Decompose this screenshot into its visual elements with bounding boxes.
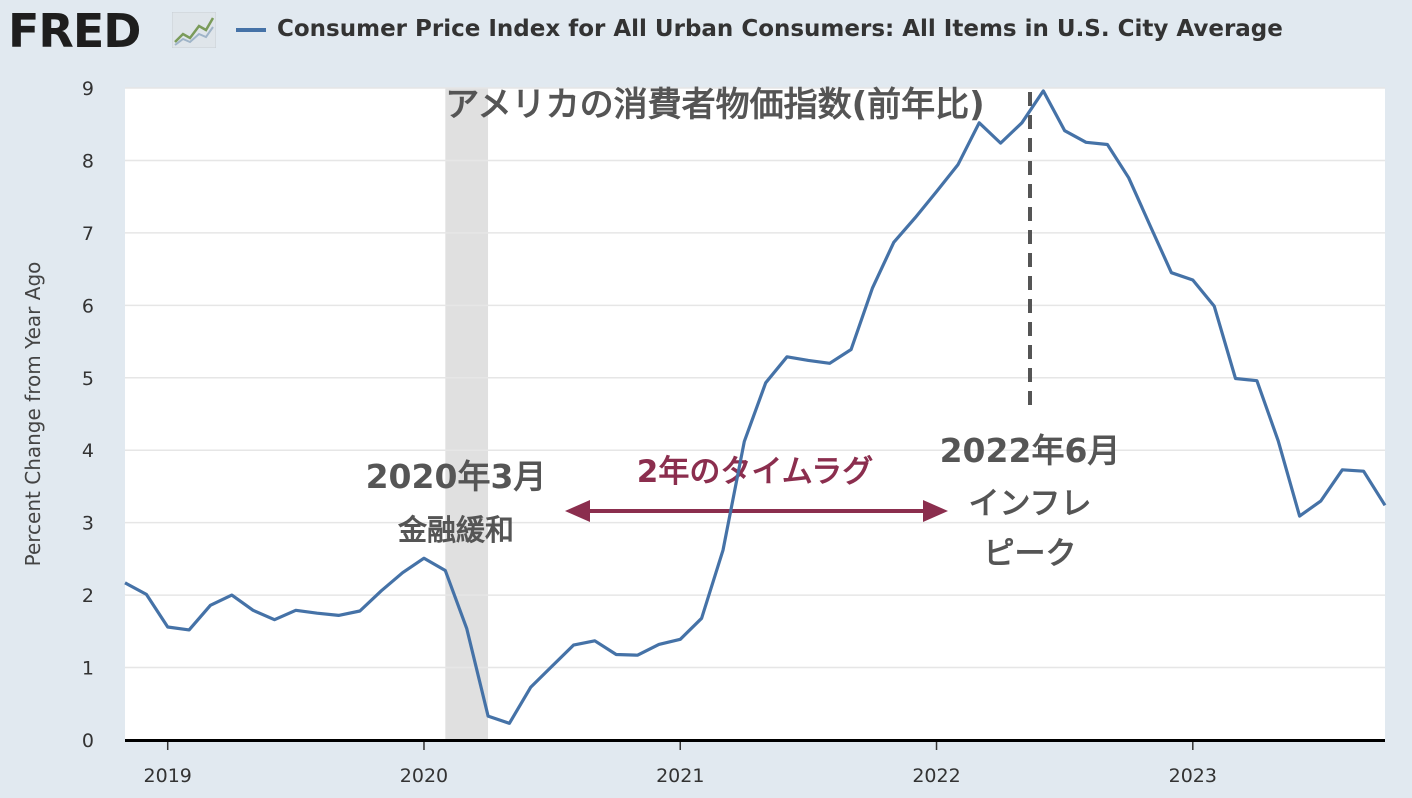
y-tick-label: 5 [82, 368, 94, 390]
x-tick-label: 2021 [656, 765, 704, 787]
series-line-cpi [124, 89, 1387, 725]
y-tick-label: 8 [82, 150, 94, 172]
y-tick-label: 4 [82, 440, 94, 462]
peak-label-peak: ピーク [984, 536, 1077, 572]
y-tick-label: 0 [82, 730, 94, 752]
peak-label-inflation: インフレ [968, 486, 1091, 522]
x-tick-label: 2019 [144, 765, 192, 787]
y-tick-label: 1 [82, 658, 94, 680]
y-tick-label: 3 [82, 513, 94, 535]
fred-logo[interactable]: FRED [8, 4, 141, 58]
series-title: Consumer Price Index for All Urban Consu… [277, 16, 1283, 42]
lag-label: 2年のタイムラグ [637, 454, 873, 490]
peak-date-label: 2022年6月 [940, 431, 1121, 470]
chart-title: アメリカの消費者物価指数(前年比) [445, 85, 984, 125]
header: FRED Consumer Price Index for All Urban … [0, 0, 1412, 66]
line-chart-icon [172, 12, 216, 48]
policy-label: 金融緩和 [397, 513, 514, 547]
y-tick-label: 9 [82, 78, 94, 100]
time-lag-arrow [565, 500, 948, 522]
x-tick-label: 2020 [400, 765, 448, 787]
policy-date-label: 2020年3月 [366, 457, 547, 496]
y-tick-label: 2 [82, 585, 94, 607]
recession-band [445, 88, 489, 740]
x-tick-label: 2023 [1169, 765, 1217, 787]
legend-swatch [236, 28, 266, 32]
y-tick-label: 6 [82, 295, 94, 317]
y-axis-label: Percent Change from Year Ago [21, 262, 45, 567]
x-tick-label: 2022 [912, 765, 960, 787]
y-tick-label: 7 [82, 223, 94, 245]
